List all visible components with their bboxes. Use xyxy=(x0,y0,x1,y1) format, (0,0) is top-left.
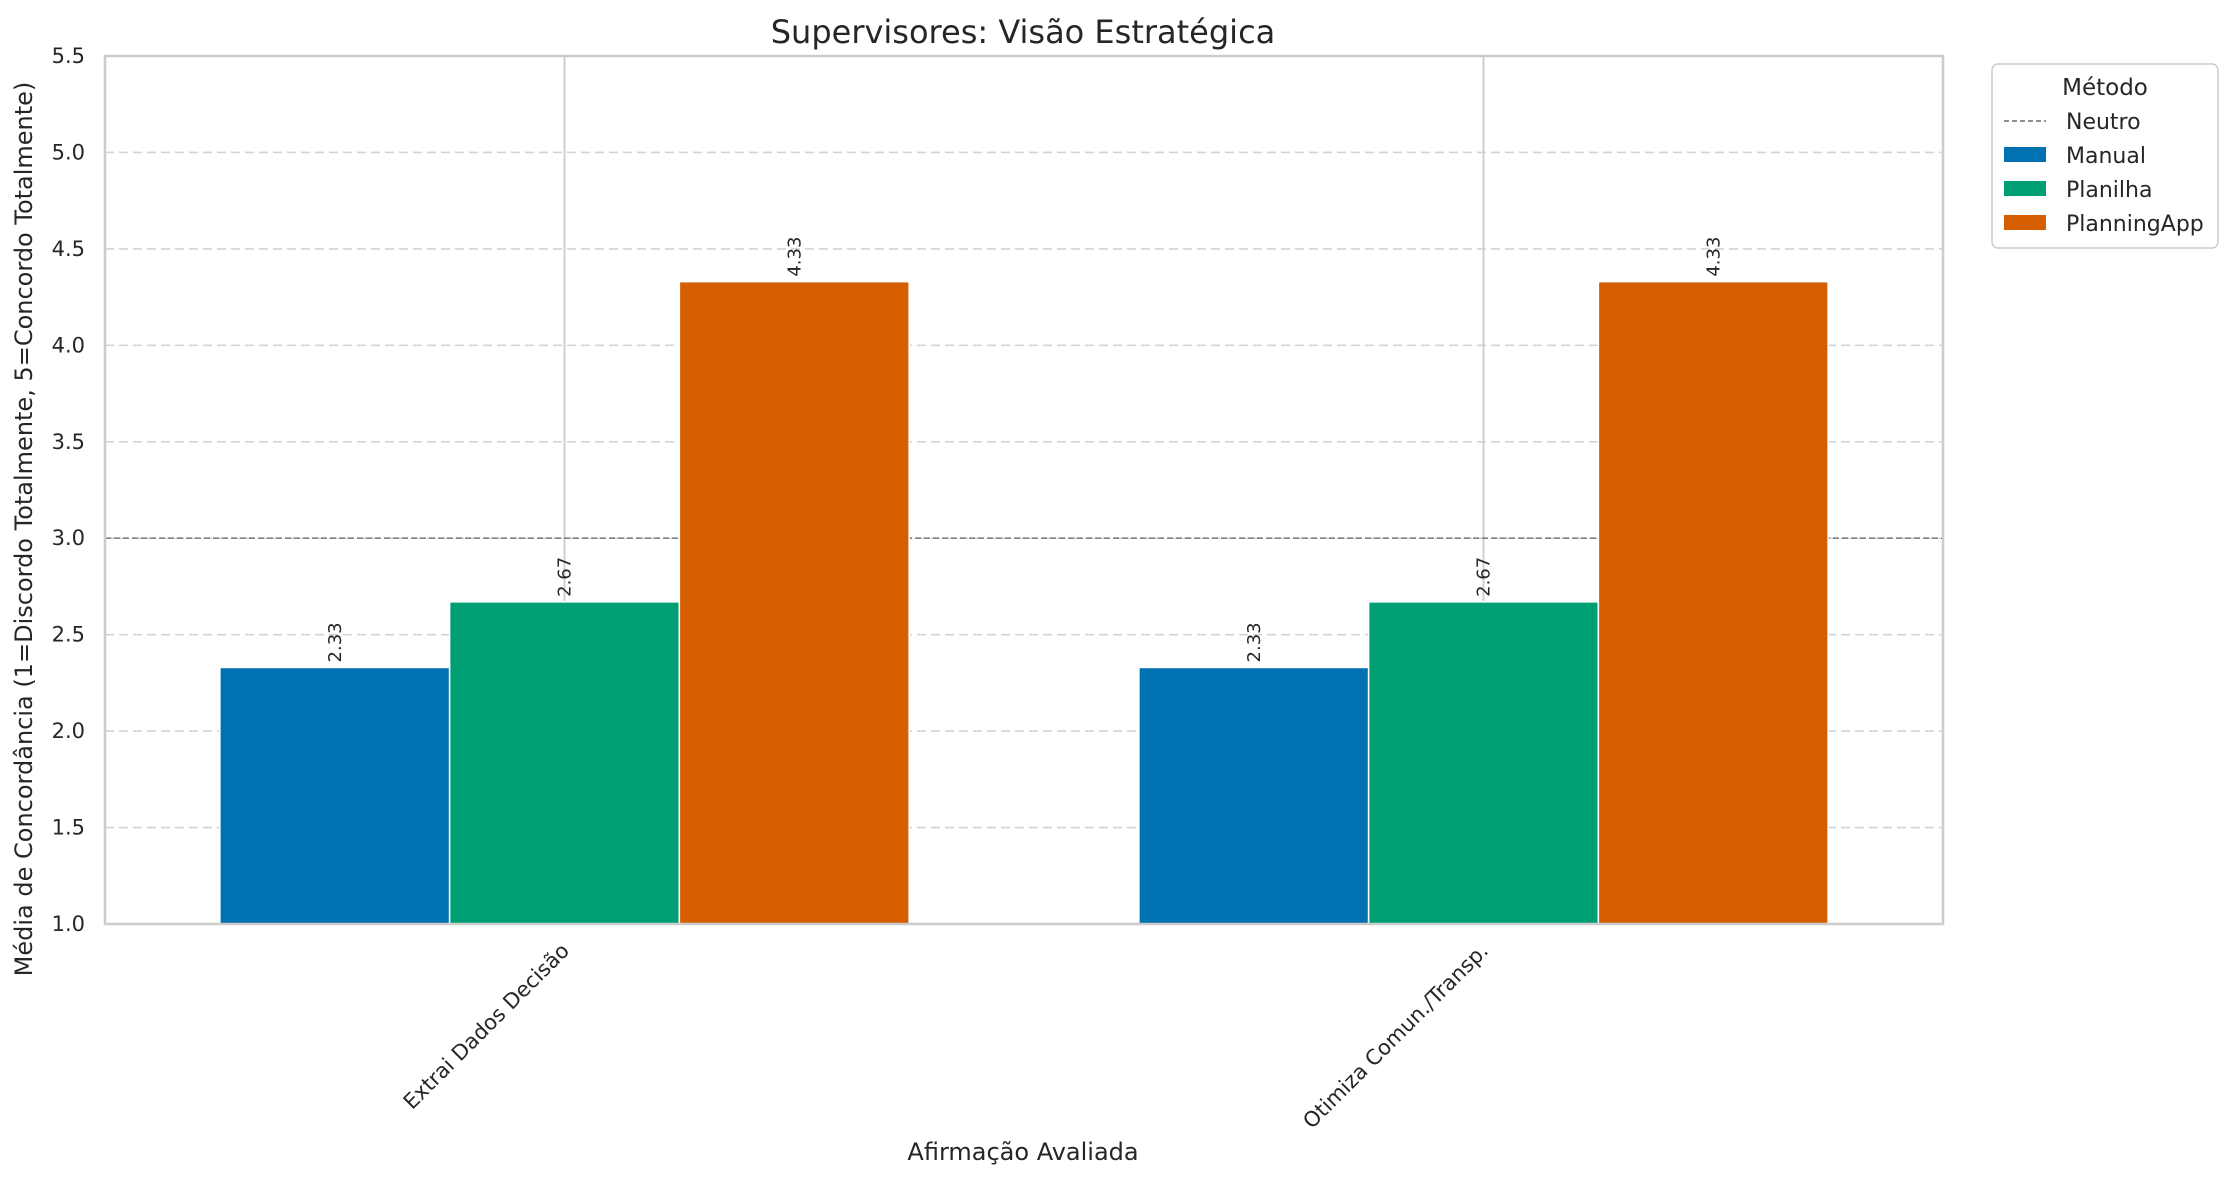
bar-manual-1 xyxy=(219,666,451,925)
bar-planilha-2 xyxy=(1367,601,1600,925)
chart-title: Supervisores: Visão Estratégica xyxy=(771,13,1276,51)
legend-label-planningapp: PlanningApp xyxy=(2066,212,2204,237)
y-tick-label: 2.0 xyxy=(52,719,85,743)
data-label: 2.67 xyxy=(1474,557,1495,597)
data-label: 2.67 xyxy=(555,557,576,597)
x-tick-label: Otimiza Comun./Transp. xyxy=(1298,939,1493,1134)
x-tick-label: Extrai Dados Decisão xyxy=(399,939,574,1114)
y-axis-title: Média de Concordância (1=Discordo Totalm… xyxy=(10,82,38,977)
bar-planningapp-1 xyxy=(678,280,910,925)
y-tick-label: 4.0 xyxy=(52,333,85,357)
data-label: 4.33 xyxy=(784,237,805,277)
y-tick-label: 5.0 xyxy=(52,140,85,164)
y-tick-label: 4.5 xyxy=(52,237,85,261)
data-label: 2.33 xyxy=(325,622,346,662)
y-tick-label: 3.0 xyxy=(52,526,85,550)
y-tick-label: 1.5 xyxy=(52,816,85,840)
bar-planningapp-2 xyxy=(1597,280,1829,925)
data-label: 4.33 xyxy=(1703,237,1724,277)
plot-frame xyxy=(103,54,1945,926)
legend-label-planilha: Planilha xyxy=(2066,178,2152,203)
bar-manual-2 xyxy=(1138,666,1370,925)
legend-label-manual: Manual xyxy=(2066,144,2146,169)
legend-title: Método xyxy=(2062,75,2148,101)
legend-swatch-planilha xyxy=(2004,181,2046,196)
y-tick-label: 3.5 xyxy=(52,430,85,454)
y-tick-label: 2.5 xyxy=(52,623,85,647)
bar-planilha-1 xyxy=(448,601,681,925)
y-tick-label: 5.5 xyxy=(52,44,85,68)
legend-reference-label: Neutro xyxy=(2066,110,2141,135)
legend: Método Neutro Manual Planilha PlanningApp xyxy=(1991,63,2219,249)
y-tick-label: 1.0 xyxy=(52,912,85,936)
x-axis-title: Afirmação Avaliada xyxy=(907,1138,1138,1166)
legend-box xyxy=(1991,63,2219,249)
legend-swatch-manual xyxy=(2004,147,2046,162)
legend-swatch-planningapp xyxy=(2004,215,2046,230)
data-label: 2.33 xyxy=(1244,622,1265,662)
